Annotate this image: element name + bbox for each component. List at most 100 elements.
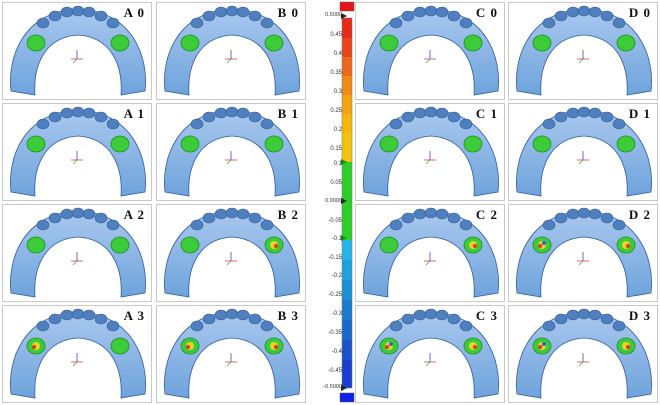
panel-label: A 3 bbox=[123, 308, 145, 323]
tongue-space bbox=[40, 142, 116, 196]
deviation-spot bbox=[385, 345, 389, 349]
axis-z bbox=[226, 159, 232, 165]
deviation-spot bbox=[473, 345, 477, 349]
right-abutment bbox=[110, 34, 130, 52]
panel-C1: C 1 bbox=[355, 103, 505, 201]
jaw-model bbox=[363, 106, 499, 197]
tooth bbox=[554, 212, 568, 224]
tooth bbox=[424, 5, 438, 17]
tooth bbox=[459, 320, 473, 332]
scale-marker bbox=[341, 385, 347, 391]
deviation-color-scale: 0.5000 0.45 0.4 0.35 0.3 0.25 0.2 0.15 0… bbox=[312, 0, 362, 405]
tooth bbox=[413, 208, 427, 220]
right-abutment bbox=[264, 34, 284, 52]
tooth bbox=[600, 111, 614, 123]
scale-segment bbox=[342, 240, 352, 260]
tooth bbox=[588, 309, 602, 321]
tooth bbox=[248, 212, 262, 224]
tooth bbox=[36, 219, 50, 231]
right-abutment bbox=[616, 135, 636, 153]
right-abutment bbox=[264, 135, 284, 153]
tooth bbox=[424, 207, 438, 219]
tooth bbox=[554, 313, 568, 325]
panel-C0: C 0 bbox=[355, 2, 505, 100]
panel-A0: A 0 bbox=[2, 2, 152, 100]
scale-tick: -0.25 bbox=[328, 292, 342, 298]
deviation-spot bbox=[274, 244, 278, 248]
tongue-space bbox=[194, 41, 270, 95]
tooth bbox=[202, 10, 216, 22]
jaw-model bbox=[516, 106, 652, 197]
scale-tick: 0.25 bbox=[330, 108, 342, 114]
scale-tick: -0.2 bbox=[331, 273, 342, 279]
right-abutment bbox=[463, 34, 483, 52]
tooth bbox=[236, 6, 250, 18]
tooth bbox=[214, 208, 228, 220]
tooth bbox=[401, 212, 415, 224]
left-abutment bbox=[379, 135, 399, 153]
tooth bbox=[577, 308, 591, 320]
tooth bbox=[389, 17, 403, 29]
tooth bbox=[612, 17, 626, 29]
tongue-space bbox=[40, 243, 116, 297]
scale-segment bbox=[342, 133, 352, 162]
tooth bbox=[389, 118, 403, 130]
axis-z bbox=[72, 58, 78, 64]
tooth bbox=[260, 118, 274, 130]
panel-A1: A 1 bbox=[2, 103, 152, 201]
scale-segment bbox=[342, 360, 352, 388]
deviation-spot bbox=[626, 244, 630, 248]
dental-arch bbox=[516, 109, 652, 197]
right-abutment bbox=[616, 34, 636, 52]
tooth bbox=[554, 111, 568, 123]
panel-label: C 0 bbox=[475, 5, 498, 20]
panel-label: B 2 bbox=[277, 207, 299, 222]
tooth bbox=[413, 107, 427, 119]
tooth bbox=[401, 313, 415, 325]
tooth bbox=[214, 107, 228, 119]
axis-z bbox=[72, 159, 78, 165]
dental-arch bbox=[516, 311, 652, 399]
jaw-model bbox=[363, 207, 499, 298]
tooth bbox=[48, 10, 62, 22]
tooth bbox=[413, 6, 427, 18]
panel-label: C 3 bbox=[475, 308, 498, 323]
tooth bbox=[225, 5, 239, 17]
tooth bbox=[542, 219, 556, 231]
tooth bbox=[435, 6, 449, 18]
tongue-space bbox=[194, 142, 270, 196]
tooth bbox=[225, 106, 239, 118]
tooth bbox=[71, 106, 85, 118]
tooth bbox=[214, 6, 228, 18]
scale-tick: 0.5000 bbox=[325, 12, 342, 18]
jaw-model bbox=[164, 5, 300, 96]
jaw-model bbox=[363, 308, 499, 399]
tooth bbox=[542, 320, 556, 332]
tooth bbox=[225, 207, 239, 219]
panel-B0: B 0 bbox=[156, 2, 306, 100]
deviation-spot bbox=[538, 244, 542, 248]
panel-D3: D 3 bbox=[508, 305, 658, 403]
dental-arch bbox=[164, 109, 300, 197]
tooth bbox=[260, 219, 274, 231]
tooth bbox=[60, 208, 74, 220]
dental-arch bbox=[10, 109, 146, 197]
tooth bbox=[202, 313, 216, 325]
tooth bbox=[106, 17, 120, 29]
tooth bbox=[459, 118, 473, 130]
panel-label: B 3 bbox=[277, 308, 299, 323]
axis-z bbox=[425, 58, 431, 64]
panel-D1: D 1 bbox=[508, 103, 658, 201]
tooth bbox=[588, 208, 602, 220]
jaw-model bbox=[10, 308, 146, 399]
tooth bbox=[577, 207, 591, 219]
dental-arch bbox=[363, 109, 499, 197]
tooth bbox=[236, 107, 250, 119]
scale-over-cap bbox=[339, 1, 355, 12]
tooth bbox=[71, 308, 85, 320]
panel-label: B 1 bbox=[277, 106, 299, 121]
tooth bbox=[554, 10, 568, 22]
panel-label: D 0 bbox=[628, 5, 651, 20]
dental-arch bbox=[164, 311, 300, 399]
scale-tick: 0.2 bbox=[333, 127, 342, 133]
